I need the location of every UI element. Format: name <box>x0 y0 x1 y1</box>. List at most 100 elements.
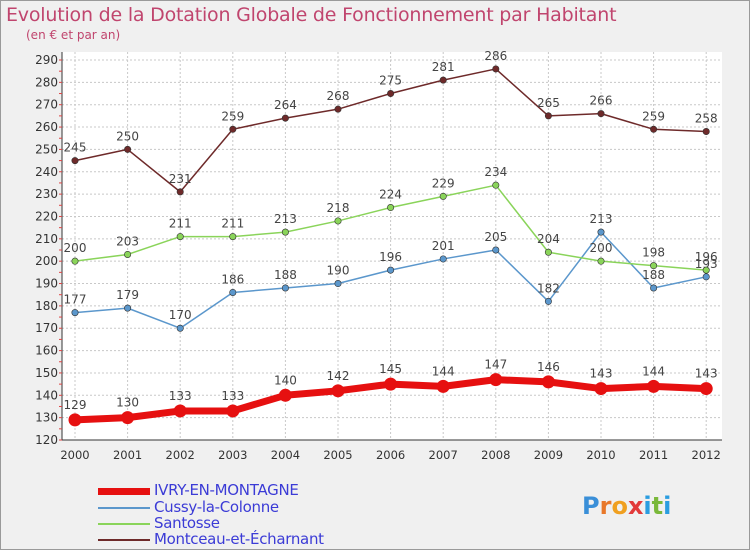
data-label-0-3: 133 <box>221 389 244 403</box>
y-tick-label-240: 240 <box>35 165 58 179</box>
data-label-0-7: 144 <box>432 364 455 378</box>
data-label-0-4: 140 <box>274 373 297 387</box>
y-tick-label-220: 220 <box>35 209 58 223</box>
data-point-3-5 <box>334 105 342 113</box>
data-label-2-0: 200 <box>64 241 87 255</box>
chart-subtitle: (en € et par an) <box>26 28 121 42</box>
data-label-2-10: 200 <box>590 241 613 255</box>
data-label-0-9: 146 <box>537 360 560 374</box>
data-point-2-1 <box>124 250 132 258</box>
data-point-2-2 <box>176 233 184 241</box>
data-label-2-12: 196 <box>695 250 718 264</box>
legend-item-ivry: IVRY-EN-MONTAGNE <box>98 481 358 499</box>
data-label-0-12: 143 <box>695 367 718 381</box>
logo-letter: t <box>651 492 664 520</box>
data-label-0-5: 142 <box>327 369 350 383</box>
logo-letter: P <box>582 492 600 520</box>
data-label-1-4: 188 <box>274 268 297 282</box>
data-point-0-2 <box>173 404 187 418</box>
data-point-2-8 <box>492 181 500 189</box>
data-point-3-6 <box>387 90 395 98</box>
legend-label-montceau: Montceau-et-Écharnant <box>154 530 324 548</box>
data-point-1-12 <box>702 273 710 281</box>
legend-label-santosse: Santosse <box>154 514 220 532</box>
data-point-0-6 <box>384 377 398 391</box>
y-tick-label-200: 200 <box>35 254 58 268</box>
data-point-3-4 <box>281 114 289 122</box>
data-label-3-1: 250 <box>116 129 139 143</box>
data-label-2-11: 198 <box>642 246 665 260</box>
data-label-3-8: 286 <box>484 49 507 63</box>
data-point-3-7 <box>439 76 447 84</box>
y-tick-label-160: 160 <box>35 344 58 358</box>
legend-swatch-cussy <box>98 507 150 509</box>
data-point-0-3 <box>226 404 240 418</box>
y-tick-label-210: 210 <box>35 232 58 246</box>
data-point-3-3 <box>229 125 237 133</box>
data-point-2-5 <box>334 217 342 225</box>
data-label-3-2: 231 <box>169 172 192 186</box>
data-label-2-4: 213 <box>274 212 297 226</box>
legend-label-ivry: IVRY-EN-MONTAGNE <box>154 481 299 499</box>
y-tick-label-130: 130 <box>35 411 58 425</box>
data-point-2-3 <box>229 233 237 241</box>
data-label-1-7: 201 <box>432 239 455 253</box>
y-tick-label-140: 140 <box>35 388 58 402</box>
data-label-1-5: 190 <box>327 264 350 278</box>
data-point-1-7 <box>439 255 447 263</box>
data-label-2-3: 211 <box>221 217 244 231</box>
data-point-3-1 <box>124 145 132 153</box>
data-label-3-11: 259 <box>642 109 665 123</box>
proxiti-logo: Proxiti <box>582 492 671 520</box>
x-tick-label-2005: 2005 <box>323 448 352 462</box>
data-label-3-9: 265 <box>537 96 560 110</box>
data-label-1-9: 182 <box>537 281 560 295</box>
data-point-2-12 <box>702 266 710 274</box>
x-tick-label-2011: 2011 <box>639 448 668 462</box>
legend-swatch-montceau <box>98 539 150 541</box>
data-point-1-9 <box>544 297 552 305</box>
data-label-3-6: 275 <box>379 74 402 88</box>
data-point-0-5 <box>331 384 345 398</box>
x-tick-label-2001: 2001 <box>113 448 142 462</box>
legend-item-montceau: Montceau-et-Écharnant <box>98 530 358 548</box>
data-point-0-8 <box>489 373 503 387</box>
data-point-3-2 <box>176 188 184 196</box>
data-label-0-1: 130 <box>116 396 139 410</box>
data-label-0-6: 145 <box>379 362 402 376</box>
data-label-0-8: 147 <box>484 358 507 372</box>
data-point-1-8 <box>492 246 500 254</box>
data-label-0-0: 129 <box>64 398 87 412</box>
data-label-2-7: 229 <box>432 176 455 190</box>
data-point-0-11 <box>647 379 661 393</box>
data-point-2-10 <box>597 257 605 265</box>
data-point-1-0 <box>71 309 79 317</box>
data-point-3-12 <box>702 128 710 136</box>
data-label-2-6: 224 <box>379 188 402 202</box>
data-point-2-4 <box>281 228 289 236</box>
data-label-1-6: 196 <box>379 250 402 264</box>
x-tick-label-2003: 2003 <box>218 448 247 462</box>
logo-letter: r <box>599 492 612 520</box>
data-label-2-1: 203 <box>116 234 139 248</box>
x-tick-label-2012: 2012 <box>692 448 721 462</box>
data-point-0-4 <box>278 388 292 402</box>
data-point-1-3 <box>229 288 237 296</box>
data-label-3-0: 245 <box>64 141 87 155</box>
data-label-2-8: 234 <box>484 165 507 179</box>
y-tick-label-260: 260 <box>35 120 58 134</box>
y-tick-label-150: 150 <box>35 366 58 380</box>
data-point-3-9 <box>544 112 552 120</box>
data-label-3-12: 258 <box>695 112 718 126</box>
data-label-1-11: 188 <box>642 268 665 282</box>
y-tick-label-190: 190 <box>35 277 58 291</box>
y-tick-label-170: 170 <box>35 321 58 335</box>
data-label-3-3: 259 <box>221 109 244 123</box>
data-label-0-11: 144 <box>642 364 665 378</box>
data-label-1-3: 186 <box>221 272 244 286</box>
y-tick-label-230: 230 <box>35 187 58 201</box>
y-tick-label-290: 290 <box>35 53 58 67</box>
data-label-0-2: 133 <box>169 389 192 403</box>
legend-swatch-santosse <box>98 523 150 525</box>
data-label-1-0: 177 <box>64 293 87 307</box>
